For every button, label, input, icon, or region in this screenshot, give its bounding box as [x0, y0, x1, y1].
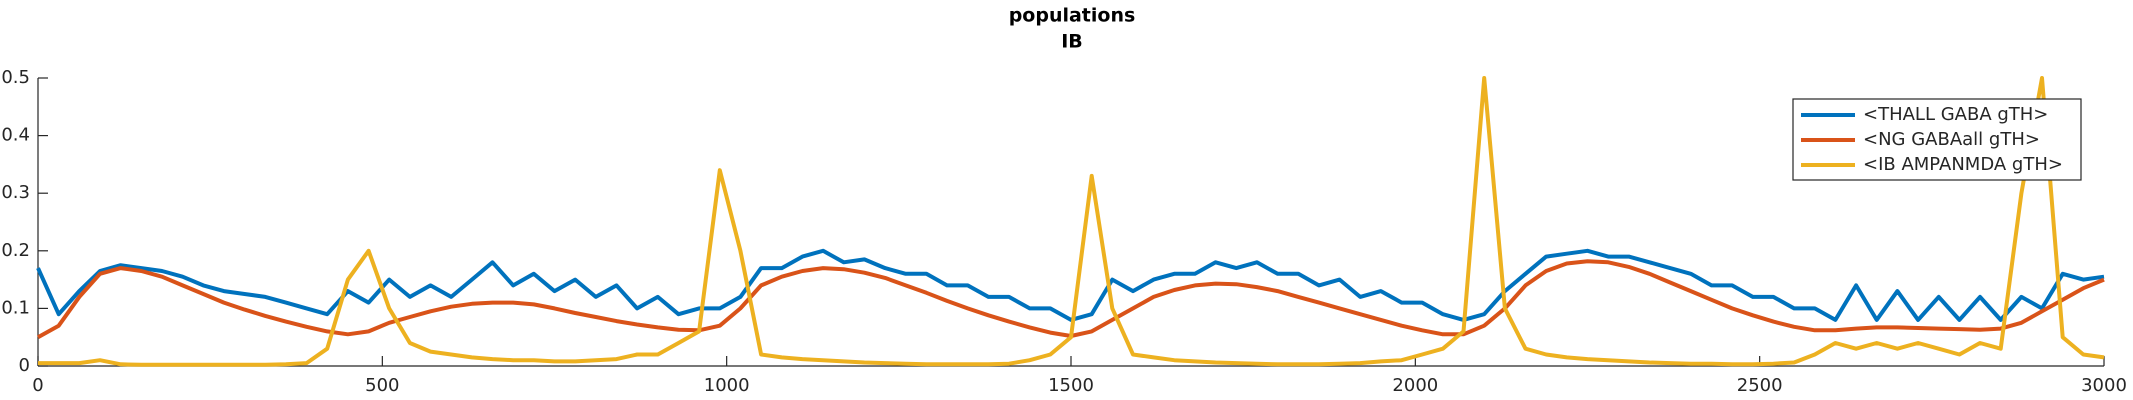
x-tick-label: 1000 — [704, 375, 750, 396]
x-tick-label: 500 — [365, 375, 399, 396]
chart-subtitle: IB — [1061, 31, 1083, 53]
series-line — [38, 76, 2105, 367]
x-tick-label: 2500 — [1737, 375, 1783, 396]
legend-label: <IB AMPANMDA gTH> — [1863, 154, 2063, 175]
chart-title: populations — [1009, 5, 1136, 27]
x-tick-label: 0 — [32, 375, 43, 396]
y-tick-label: 0.5 — [1, 67, 30, 88]
legend-label: <NG GABAall gTH> — [1863, 129, 2040, 150]
x-tick-label: 3000 — [2081, 375, 2127, 396]
y-tick-label: 0.4 — [1, 125, 30, 146]
x-tick-label: 1500 — [1048, 375, 1094, 396]
y-tick-label: 0.2 — [1, 240, 30, 261]
x-tick-label: 2000 — [1392, 375, 1438, 396]
y-tick-label: 0.1 — [1, 297, 30, 318]
y-tick-label: 0.3 — [1, 182, 30, 203]
legend-label: <THALL GABA gTH> — [1863, 104, 2048, 125]
y-tick-label: 0 — [19, 355, 30, 376]
